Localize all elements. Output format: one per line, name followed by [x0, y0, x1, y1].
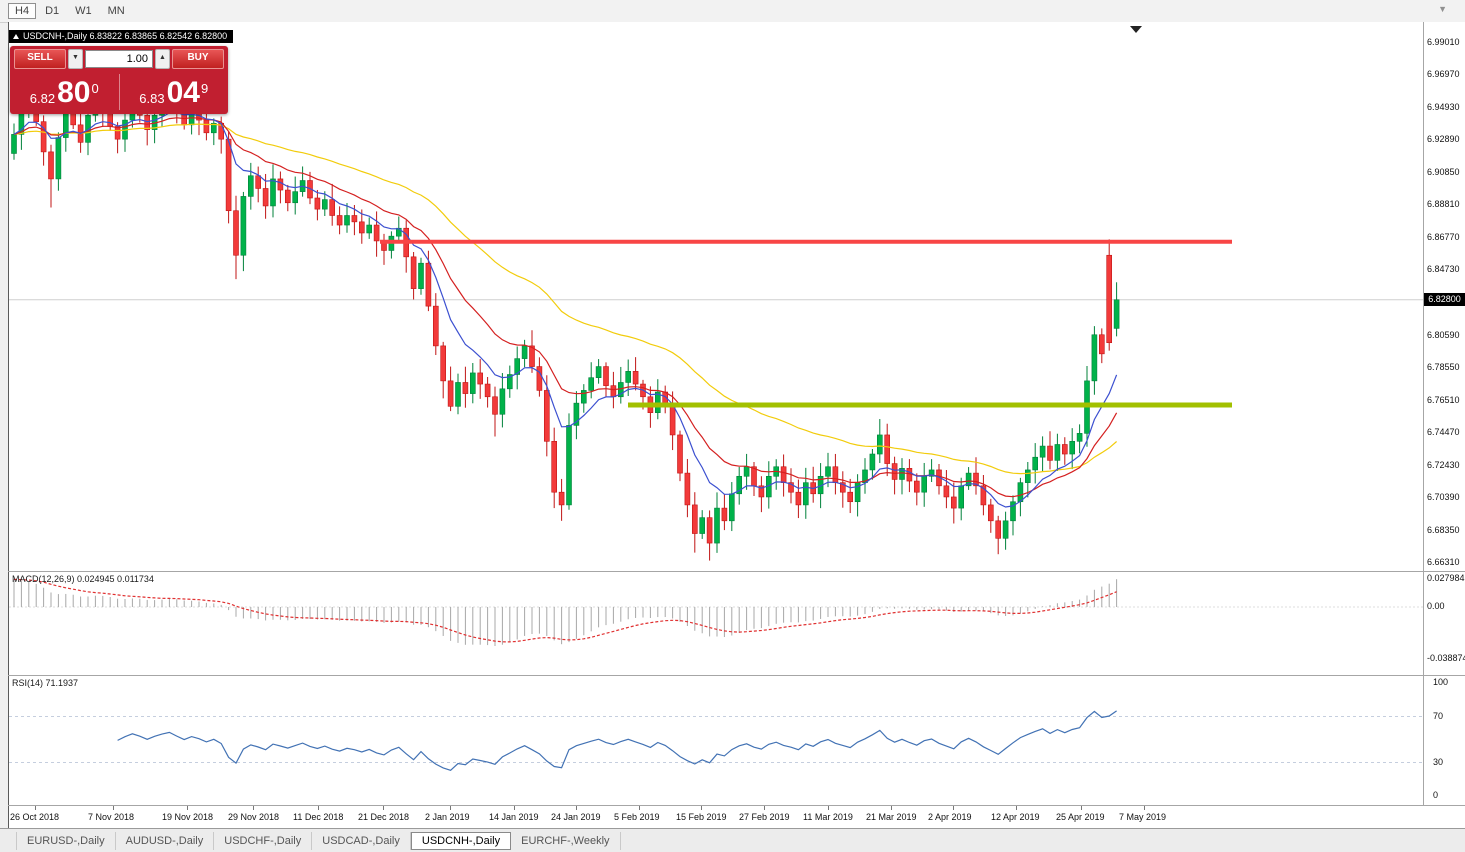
date-tick: [828, 806, 829, 810]
date-tick: [1081, 806, 1082, 810]
price-axis-label: 6.90850: [1427, 167, 1460, 177]
price-axis-label: 6.68350: [1427, 525, 1460, 535]
price-axis-label: 6.78550: [1427, 362, 1460, 372]
date-tick: [450, 806, 451, 810]
date-axis-label: 24 Jan 2019: [551, 812, 601, 822]
date-axis-label: 21 Mar 2019: [866, 812, 917, 822]
rsi-axis-label: 30: [1433, 757, 1444, 767]
date-tick: [639, 806, 640, 810]
macd-panel-separator[interactable]: [8, 571, 1465, 572]
date-tick: [187, 806, 188, 810]
rsi-panel-label: RSI(14) 71.1937: [12, 678, 79, 688]
price-axis-label: 6.92890: [1427, 134, 1460, 144]
price-axis-label: 6.70390: [1427, 492, 1460, 502]
macd-panel-label: MACD(12,26,9) 0.024945 0.011734: [12, 574, 154, 584]
volume-input[interactable]: [85, 50, 153, 68]
rsi-axis-label: 100: [1433, 677, 1449, 687]
price-axis-label: 6.88810: [1427, 199, 1460, 209]
timeframe-button-w1[interactable]: W1: [75, 5, 92, 17]
date-tick: [891, 806, 892, 810]
date-axis[interactable]: 26 Oct 2018 7 Nov 2018 19 Nov 2018 29 Nov 2…: [9, 806, 1465, 828]
rsi-axis-label: 0: [1433, 790, 1439, 800]
price-divider: [118, 74, 120, 110]
price-axis-label: 6.74470: [1427, 427, 1460, 437]
price-axis-label: 6.84730: [1427, 264, 1460, 274]
volume-up-icon[interactable]: ▲: [155, 49, 170, 69]
date-axis-label: 2 Apr 2019: [928, 812, 972, 822]
order-dropdown-icon[interactable]: ▼: [68, 49, 83, 69]
date-tick: [383, 806, 384, 810]
chart-title-text: USDCNH-,Daily 6.83822 6.83865 6.82542 6.…: [23, 31, 228, 41]
macd-axis-label: 0.027984: [1427, 573, 1465, 583]
buy-button[interactable]: BUY: [172, 49, 224, 69]
chart-left-frame: [8, 22, 9, 850]
chart-tab-audusd-daily[interactable]: AUDUSD-,Daily: [116, 832, 215, 850]
date-axis-label: 27 Feb 2019: [739, 812, 790, 822]
date-tick: [113, 806, 114, 810]
price-axis-label: 6.80590: [1427, 330, 1460, 340]
price-axis-label: 6.96970: [1427, 69, 1460, 79]
date-tick: [35, 806, 36, 810]
date-tick: [1144, 806, 1145, 810]
date-tick: [953, 806, 954, 810]
timeframe-button-d1[interactable]: D1: [45, 5, 60, 17]
date-tick: [1016, 806, 1017, 810]
date-axis-label: 25 Apr 2019: [1056, 812, 1105, 822]
collapse-triangle-icon[interactable]: [13, 34, 19, 39]
date-axis-label: 7 Nov 2018: [88, 812, 135, 822]
timeframe-button-mn[interactable]: MN: [107, 5, 125, 17]
timeframe-button-h4[interactable]: H4: [8, 3, 37, 19]
macd-axis-label: 0.00: [1427, 601, 1445, 611]
timeframe-toolbar: H4 D1 W1 MN ▼: [0, 0, 1465, 23]
date-axis-label: 19 Nov 2018: [162, 812, 214, 822]
price-axis-label: 6.66310: [1427, 557, 1460, 567]
date-axis-label: 7 May 2019: [1119, 812, 1167, 822]
date-axis-label: 11 Dec 2018: [293, 812, 344, 822]
date-axis-label: 26 Oct 2018: [10, 812, 60, 822]
date-tick: [514, 806, 515, 810]
price-axis-label: 6.94930: [1427, 102, 1460, 112]
chart-tab-eurchf-weekly[interactable]: EURCHF-,Weekly: [511, 832, 621, 850]
macd-axis-label: -0.038874: [1427, 653, 1465, 663]
date-axis-label: 15 Feb 2019: [676, 812, 727, 822]
price-axis-label: 6.86770: [1427, 232, 1460, 242]
chart-tab-usdcnh-daily[interactable]: USDCNH-,Daily: [410, 832, 512, 850]
date-axis-label: 29 Nov 2018: [228, 812, 280, 822]
price-axis-label: 6.72430: [1427, 460, 1460, 470]
buy-price[interactable]: 6.83 04 9: [139, 76, 209, 109]
date-axis-label: 21 Dec 2018: [358, 812, 410, 822]
one-click-trading-panel: SELL ▼ ▲ BUY 6.82 80 0 6.83 04 9: [10, 46, 228, 114]
chart-tab-eurusd-daily[interactable]: EURUSD-,Daily: [16, 832, 116, 850]
date-tick: [764, 806, 765, 810]
chart-background[interactable]: [9, 22, 1465, 828]
date-axis-label: 12 Apr 2019: [991, 812, 1040, 822]
date-axis-label: 2 Jan 2019: [425, 812, 470, 822]
chart-tab-usdcad-daily[interactable]: USDCAD-,Daily: [312, 832, 411, 850]
date-axis-label: 14 Jan 2019: [489, 812, 539, 822]
date-tick: [253, 806, 254, 810]
chart-tab-usdchf-daily[interactable]: USDCHF-,Daily: [214, 832, 313, 850]
date-axis-label: 11 Mar 2019: [803, 812, 853, 822]
date-tick: [318, 806, 319, 810]
current-price-badge: 6.82800: [1424, 293, 1465, 306]
chart-tabs: EURUSD-,Daily AUDUSD-,Daily USDCHF-,Daily U…: [0, 828, 1465, 852]
timeframe-buttons: H4 D1 W1 MN: [8, 3, 134, 19]
sell-button[interactable]: SELL: [14, 49, 66, 69]
price-axis-label: 6.99010: [1427, 37, 1460, 47]
chart-title: USDCNH-,Daily 6.83822 6.83865 6.82542 6.…: [9, 30, 234, 43]
sell-price[interactable]: 6.82 80 0: [29, 76, 99, 109]
price-axis-separator[interactable]: [1423, 22, 1424, 806]
rsi-axis-label: 70: [1433, 711, 1444, 721]
price-axis-label: 6.76510: [1427, 395, 1460, 405]
date-tick: [576, 806, 577, 810]
date-tick: [701, 806, 702, 810]
date-axis-separator: [8, 805, 1465, 806]
rsi-panel-separator[interactable]: [8, 675, 1465, 676]
toolbar-more-icon[interactable]: ▼: [1438, 4, 1447, 14]
date-axis-label: 5 Feb 2019: [614, 812, 660, 822]
